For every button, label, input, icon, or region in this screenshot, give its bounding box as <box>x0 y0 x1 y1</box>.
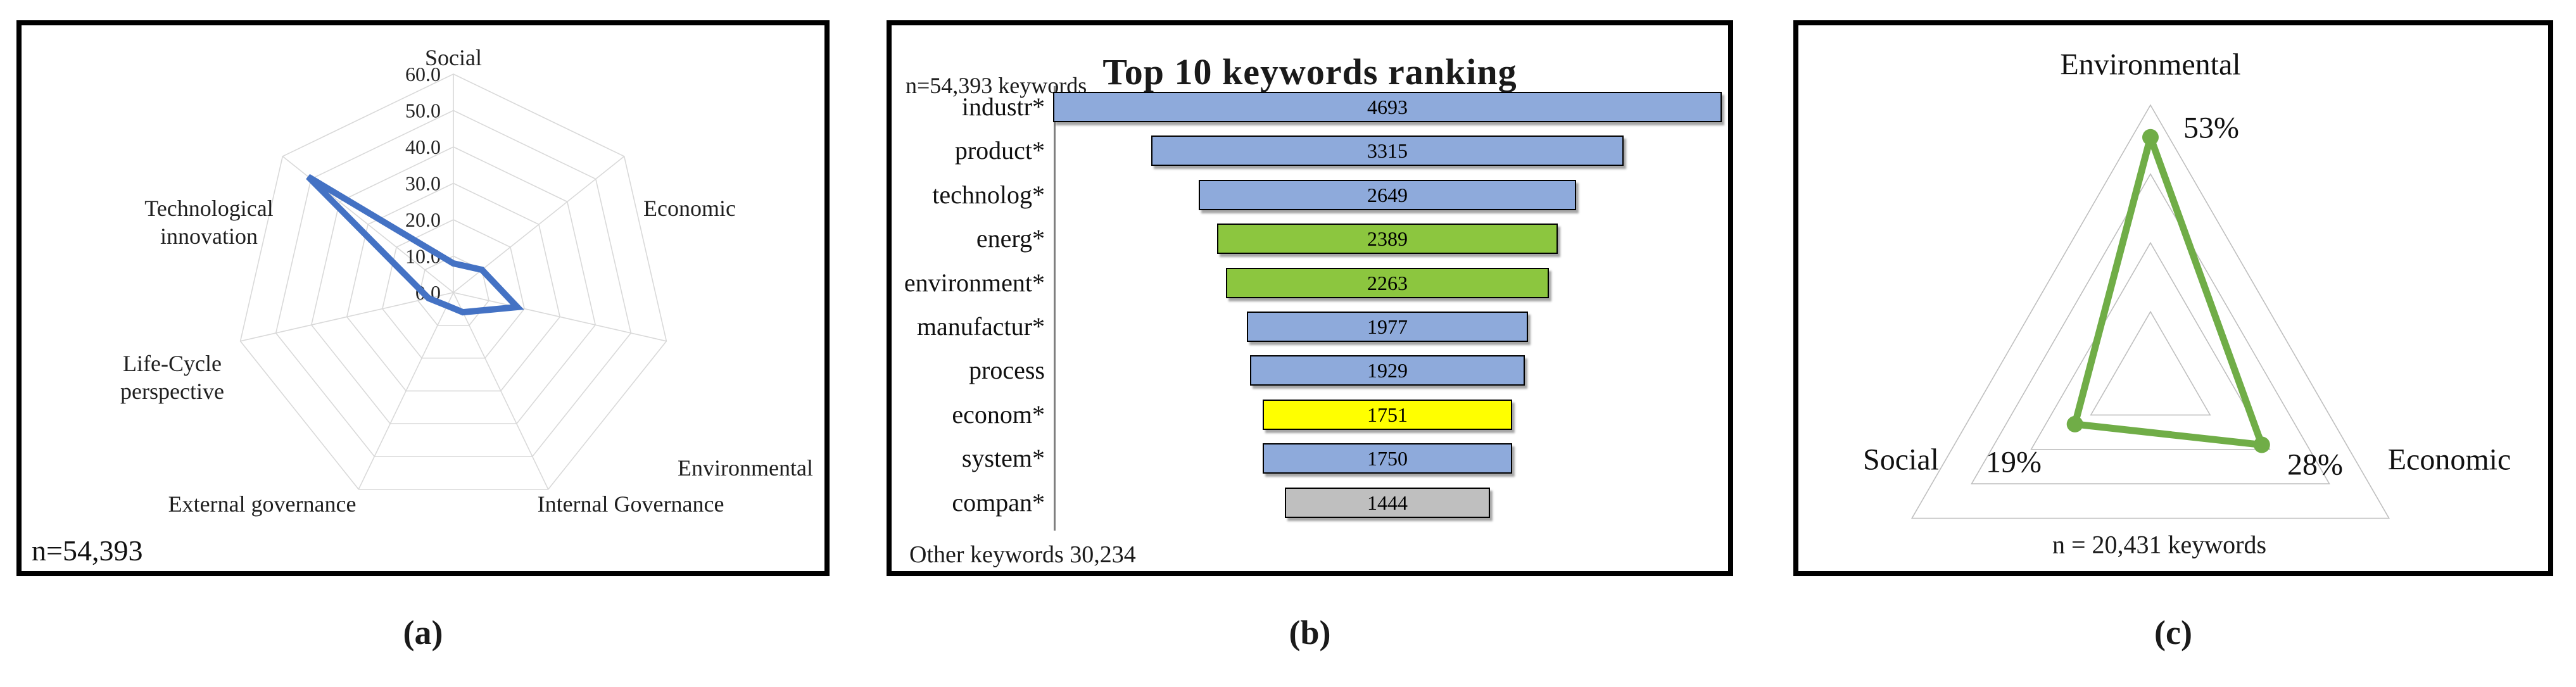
bar-row: product* 3315 <box>892 136 1728 167</box>
caption-a: (a) <box>403 614 443 652</box>
other-keywords-label: Other keywords 30,234 <box>909 541 1136 568</box>
bar-row: energ* 2389 <box>892 224 1728 255</box>
data-point-marker <box>2253 436 2270 453</box>
panel-c-radar-chart: Environmental Economic Social 53% 28% 19… <box>1793 20 2553 576</box>
axis-label-environmental-c: Environmental <box>2060 47 2241 82</box>
radar-ring <box>310 146 597 425</box>
radar-spoke <box>453 292 667 342</box>
value-label-environmental: 53% <box>2183 111 2239 145</box>
radar-spoke <box>240 292 454 342</box>
bar-label: manufactur* <box>916 312 1045 341</box>
tick-label: 20.0 <box>405 208 441 231</box>
radar-chart-c <box>1798 25 2548 574</box>
bar-value: 1444 <box>1367 491 1408 514</box>
bar-value: 1751 <box>1367 403 1408 426</box>
panel-b-bar-chart: n=54,393 keywords Top 10 keywords rankin… <box>887 20 1733 576</box>
radar-ring <box>239 73 667 490</box>
data-point-marker <box>2142 129 2159 146</box>
sample-size-label-c: n = 20,431 keywords <box>2052 530 2267 559</box>
bar-value: 3315 <box>1367 139 1408 163</box>
tick-label: 50.0 <box>405 99 441 122</box>
bar: 3315 <box>1151 136 1624 167</box>
bar-chart-axis-line <box>1054 86 1056 531</box>
radar-chart-a: 0.0 10.0 20.0 30.0 40.0 50.0 60.0 <box>22 25 824 574</box>
axis-label-internal-governance: Internal Governance <box>537 491 724 517</box>
bar-row: manufactur* 1977 <box>892 312 1728 342</box>
radar-data-polygon <box>306 173 524 316</box>
bar-label: compan* <box>952 488 1045 517</box>
bar: 4693 <box>1053 92 1722 122</box>
bar-value: 1977 <box>1367 315 1408 338</box>
radar-ring <box>2090 310 2211 416</box>
bar-row: econom* 1751 <box>892 399 1728 430</box>
bar: 1929 <box>1250 355 1525 386</box>
caption-b: (b) <box>1289 614 1331 652</box>
axis-label-social: Social <box>425 45 482 71</box>
bar-row: environment* 2263 <box>892 267 1728 298</box>
bar-value: 2389 <box>1367 227 1408 251</box>
axis-label-life-cycle-perspective: Life-Cycle perspective <box>120 351 224 404</box>
bar-value: 2649 <box>1367 183 1408 206</box>
bar-row: compan* 1444 <box>892 487 1728 518</box>
radar-ring <box>382 219 525 359</box>
axis-label-external-governance: External governance <box>168 491 357 517</box>
bar-label: environment* <box>904 268 1045 297</box>
bar-row: industr* 4693 <box>892 92 1728 122</box>
bar-label: system* <box>961 444 1045 473</box>
bar-label: technolog* <box>932 180 1045 209</box>
bar: 2389 <box>1217 224 1558 255</box>
value-label-economic: 28% <box>2287 448 2343 482</box>
bar-value: 1929 <box>1367 359 1408 382</box>
bar-value: 1750 <box>1367 447 1408 470</box>
tick-label: 40.0 <box>405 136 441 158</box>
bar-label: product* <box>954 136 1045 165</box>
bar-label: econom* <box>952 400 1045 429</box>
radar-ring <box>275 110 632 457</box>
bar: 2649 <box>1199 179 1577 210</box>
axis-label-technological-innovation: Technological innovation <box>144 196 274 249</box>
axis-label-economic-c: Economic <box>2387 443 2511 477</box>
bar: 2263 <box>1226 267 1549 298</box>
radar-spoke <box>358 292 454 490</box>
tick-label: 60.0 <box>405 63 441 85</box>
bar: 1751 <box>1263 399 1512 430</box>
sample-size-label-a: n=54,393 <box>32 534 143 567</box>
panel-a-radar-chart: 0.0 10.0 20.0 30.0 40.0 50.0 60.0 Social Econo… <box>16 20 830 576</box>
radar-ring <box>1910 104 2390 519</box>
bar: 1444 <box>1284 487 1491 518</box>
axis-label-social-c: Social <box>1863 443 1939 477</box>
bar-label: industr* <box>961 92 1045 121</box>
bar-label: energ* <box>976 224 1045 253</box>
radar-ring <box>2030 241 2271 450</box>
bar-label: process <box>969 356 1045 385</box>
bar-value: 2263 <box>1367 271 1408 294</box>
radar-ring <box>346 182 561 392</box>
caption-c: (c) <box>2154 614 2192 652</box>
bar: 1750 <box>1263 443 1512 474</box>
bar: 1977 <box>1246 312 1529 342</box>
chart-title: Top 10 keywords ranking <box>1102 51 1517 92</box>
value-label-social: 19% <box>1986 445 2042 479</box>
radar-spoke <box>453 292 549 490</box>
data-point-marker <box>2066 415 2083 432</box>
tick-label: 30.0 <box>405 172 441 195</box>
radar-data-polygon <box>2071 134 2266 448</box>
bar-row: process 1929 <box>892 355 1728 386</box>
axis-label-environmental: Environmental <box>678 455 813 481</box>
bar-row: system* 1750 <box>892 443 1728 474</box>
bar-value: 4693 <box>1367 96 1408 118</box>
axis-label-economic: Economic <box>643 196 736 222</box>
bar-row: technolog* 2649 <box>892 179 1728 210</box>
radar-ring <box>1971 173 2330 484</box>
